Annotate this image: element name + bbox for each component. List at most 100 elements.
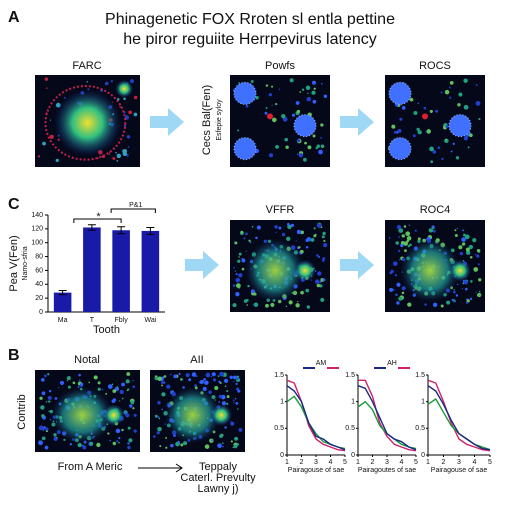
y-tick-label: 0 [280,452,284,459]
speck [39,396,43,400]
speck [232,303,237,308]
speck [407,302,412,307]
speck [285,145,289,149]
speck [396,282,401,287]
speck [306,237,312,242]
speck [205,372,211,378]
speck [403,225,407,228]
cell [53,89,122,157]
speck [116,153,122,159]
speck [461,287,463,290]
speck [44,374,47,378]
speck [79,379,81,381]
side-label-line: Esfepie syloy [216,99,223,141]
speck [238,256,240,258]
speck [238,81,240,84]
speck [389,271,393,275]
speck [397,249,401,253]
speck [125,413,130,418]
speck [253,302,259,307]
speck [232,446,234,448]
speck [465,247,470,252]
speck [296,109,301,114]
speck [449,80,454,85]
side-label: Contrib [16,394,28,429]
speck [41,391,46,396]
speck [173,374,178,379]
x-tick-label: 1 [285,459,289,466]
speck [478,117,481,121]
speck [199,380,203,384]
speck [398,236,400,238]
speck [58,386,60,389]
bar [83,227,101,312]
speck [255,96,259,100]
speck [256,225,261,230]
error-bar [146,226,155,235]
speck [96,442,101,448]
speck [281,114,286,119]
speck [306,96,312,102]
speck [316,254,319,257]
speck [154,376,159,381]
speck [317,271,322,276]
speck [125,379,130,384]
speck [132,385,136,389]
speck [388,237,391,239]
speck [463,136,468,141]
speck [476,254,480,258]
speck [245,232,248,236]
speck [409,97,414,102]
speck [218,394,223,399]
speck [271,85,274,88]
speck [271,104,273,107]
speck [459,251,464,256]
y-tick-label: 1 [280,399,284,406]
title-line: Phinagenetic FOX Rroten sl entla pettine [105,11,395,28]
y-tick-label: 1.5 [345,372,355,379]
speck [305,288,310,293]
speck [226,402,229,406]
speck [472,237,477,243]
speck [210,439,213,442]
speck [44,445,49,450]
speck [107,384,113,389]
speck [238,273,243,278]
speck [132,380,134,382]
speck [203,378,206,381]
panel-label: C [8,196,20,213]
speck [101,388,104,391]
speck [170,443,174,448]
speck [290,223,295,227]
speck [432,149,437,154]
speck [274,225,278,229]
speck [133,429,137,433]
image-label: Caterl. Prevulty [180,472,256,484]
x-tick-label: 1 [356,459,360,466]
speck [180,443,184,447]
speck [38,425,44,431]
cell [102,404,125,427]
y-tick-label: 80 [35,253,43,260]
speck [405,231,411,237]
speck [115,428,121,434]
y-tick-label: 1 [351,399,355,406]
speck [204,382,207,385]
error-bar [117,226,126,235]
speck [230,421,235,426]
side-label-text: Contrib [16,394,28,429]
speck [432,229,436,233]
speck [417,102,419,105]
speck [291,113,296,117]
cell [210,404,233,427]
speck [123,124,127,128]
speck [398,296,403,301]
x-tick-label: 5 [488,459,492,466]
speck [429,109,433,113]
virion [233,137,257,161]
speck [42,428,45,432]
x-tick-label: 4 [400,459,404,466]
speck [248,239,251,242]
speck [464,234,470,240]
legend-label: AM [316,360,327,367]
